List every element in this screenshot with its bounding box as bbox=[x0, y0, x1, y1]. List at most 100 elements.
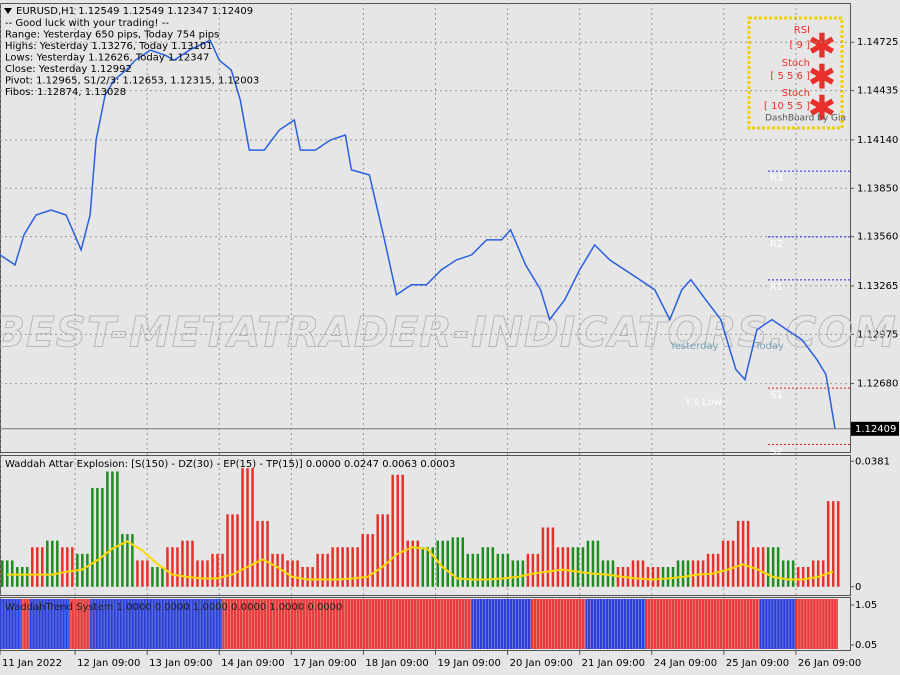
histogram-bar bbox=[436, 540, 440, 587]
histogram-bar bbox=[416, 540, 419, 587]
histogram-bar bbox=[221, 553, 224, 587]
histogram-bar bbox=[456, 537, 460, 587]
histogram-bar bbox=[536, 553, 540, 587]
histogram-bar bbox=[326, 553, 329, 587]
chart-title: EURUSD,H1 1.12549 1.12549 1.12347 1.1240… bbox=[16, 6, 253, 17]
histogram-bar bbox=[426, 547, 429, 587]
histogram-bar bbox=[346, 547, 349, 587]
histogram-bar bbox=[111, 471, 114, 587]
histogram-bar bbox=[11, 560, 14, 587]
histogram-bar bbox=[771, 547, 775, 587]
pivot-label: R1 bbox=[770, 282, 783, 293]
histogram-bar bbox=[721, 540, 725, 587]
histogram-bar bbox=[386, 514, 389, 587]
histogram-bar bbox=[651, 567, 655, 587]
main-panel bbox=[0, 3, 851, 453]
info-line: Pivot: 1.12965, S1/2/3: 1.12653, 1.12315… bbox=[5, 76, 259, 87]
y-tick-label: 1.14725 bbox=[857, 37, 898, 48]
x-tick-label: 19 Jan 09:00 bbox=[438, 658, 501, 669]
histogram-bar bbox=[736, 520, 740, 587]
histogram-bar bbox=[491, 547, 495, 587]
last-price-box bbox=[851, 421, 899, 436]
histogram-bar bbox=[806, 567, 810, 587]
histogram-bar bbox=[516, 560, 520, 587]
asterisk: ✱ bbox=[808, 27, 837, 67]
histogram-bar bbox=[151, 567, 154, 587]
dashboard-text: DashBoard by Gia bbox=[765, 114, 846, 124]
histogram-bar bbox=[16, 567, 19, 587]
histogram-bar bbox=[341, 547, 344, 587]
histogram-bar bbox=[186, 540, 189, 587]
histogram-bar bbox=[301, 567, 304, 587]
histogram-bar bbox=[31, 547, 34, 587]
histogram-bar bbox=[791, 560, 795, 587]
info-line: Highs: Yesterday 1.13276, Today 1.13101 bbox=[5, 41, 213, 52]
dashboard-text: RSI bbox=[794, 25, 810, 36]
x-tick-label: 21 Jan 09:00 bbox=[582, 658, 645, 669]
histogram-bar bbox=[401, 474, 404, 587]
collapse-icon[interactable] bbox=[4, 8, 12, 14]
histogram-bar bbox=[746, 520, 750, 587]
histogram-bar bbox=[511, 560, 515, 587]
histogram-bar bbox=[666, 567, 670, 587]
histogram-bar bbox=[381, 514, 384, 587]
histogram-bar bbox=[671, 567, 675, 587]
histogram-bar bbox=[171, 547, 174, 587]
histogram-bar bbox=[646, 567, 650, 587]
histogram-bar bbox=[406, 540, 409, 587]
histogram-bar bbox=[566, 547, 570, 587]
histogram-bar bbox=[471, 553, 475, 587]
histogram-bar bbox=[611, 560, 615, 587]
histogram-bar bbox=[86, 553, 89, 587]
histogram-bar bbox=[796, 567, 800, 587]
histogram-bar bbox=[131, 534, 134, 587]
histogram-bar bbox=[831, 501, 835, 587]
trend-block bbox=[471, 599, 532, 649]
histogram-bar bbox=[461, 537, 465, 587]
histogram-bar bbox=[371, 534, 374, 587]
histogram-bar bbox=[246, 468, 249, 587]
histogram-bar bbox=[476, 553, 480, 587]
histogram-bar bbox=[731, 540, 735, 587]
x-tick-label: 25 Jan 09:00 bbox=[726, 658, 789, 669]
histogram-bar bbox=[126, 534, 129, 587]
histogram-bar bbox=[191, 540, 194, 587]
pivot-label: S1 bbox=[770, 390, 783, 401]
histogram-bar bbox=[481, 547, 485, 587]
pivot-label: R2 bbox=[770, 239, 783, 250]
histogram-bar bbox=[691, 560, 695, 587]
day-label: Y's Low bbox=[684, 397, 722, 408]
histogram-bar bbox=[521, 560, 525, 587]
histogram-bar bbox=[21, 567, 24, 587]
waddah-panel bbox=[0, 455, 851, 596]
histogram-bar bbox=[61, 547, 64, 587]
histogram-bar bbox=[561, 547, 565, 587]
histogram-bar bbox=[541, 527, 545, 587]
x-tick-label: 12 Jan 09:00 bbox=[77, 658, 140, 669]
histogram-bar bbox=[786, 560, 790, 587]
histogram-bar bbox=[486, 547, 490, 587]
histogram-bar bbox=[136, 560, 139, 587]
histogram-bar bbox=[411, 540, 414, 587]
dashboard-text: [ 9 ] bbox=[789, 40, 810, 51]
histogram-bar bbox=[261, 520, 264, 587]
histogram-bar bbox=[496, 553, 500, 587]
histogram-bar bbox=[141, 560, 144, 587]
histogram-bar bbox=[821, 560, 825, 587]
histogram-bar bbox=[606, 560, 610, 587]
histogram-bar bbox=[181, 540, 184, 587]
histogram-bar bbox=[741, 520, 745, 587]
info-line: Close: Yesterday 1.12992 bbox=[5, 64, 132, 75]
histogram-bar bbox=[586, 540, 590, 587]
y-tick-label: 1.12975 bbox=[857, 329, 898, 340]
histogram-bar bbox=[241, 468, 244, 587]
info-line: Lows: Yesterday 1.12626, Today 1.12347 bbox=[5, 53, 209, 64]
histogram-bar bbox=[291, 560, 294, 587]
histogram-bar bbox=[676, 560, 680, 587]
histogram-bar bbox=[226, 514, 229, 587]
y-tick-label: 1.13560 bbox=[857, 232, 898, 243]
histogram-bar bbox=[116, 471, 119, 587]
histogram-bar bbox=[276, 553, 279, 587]
